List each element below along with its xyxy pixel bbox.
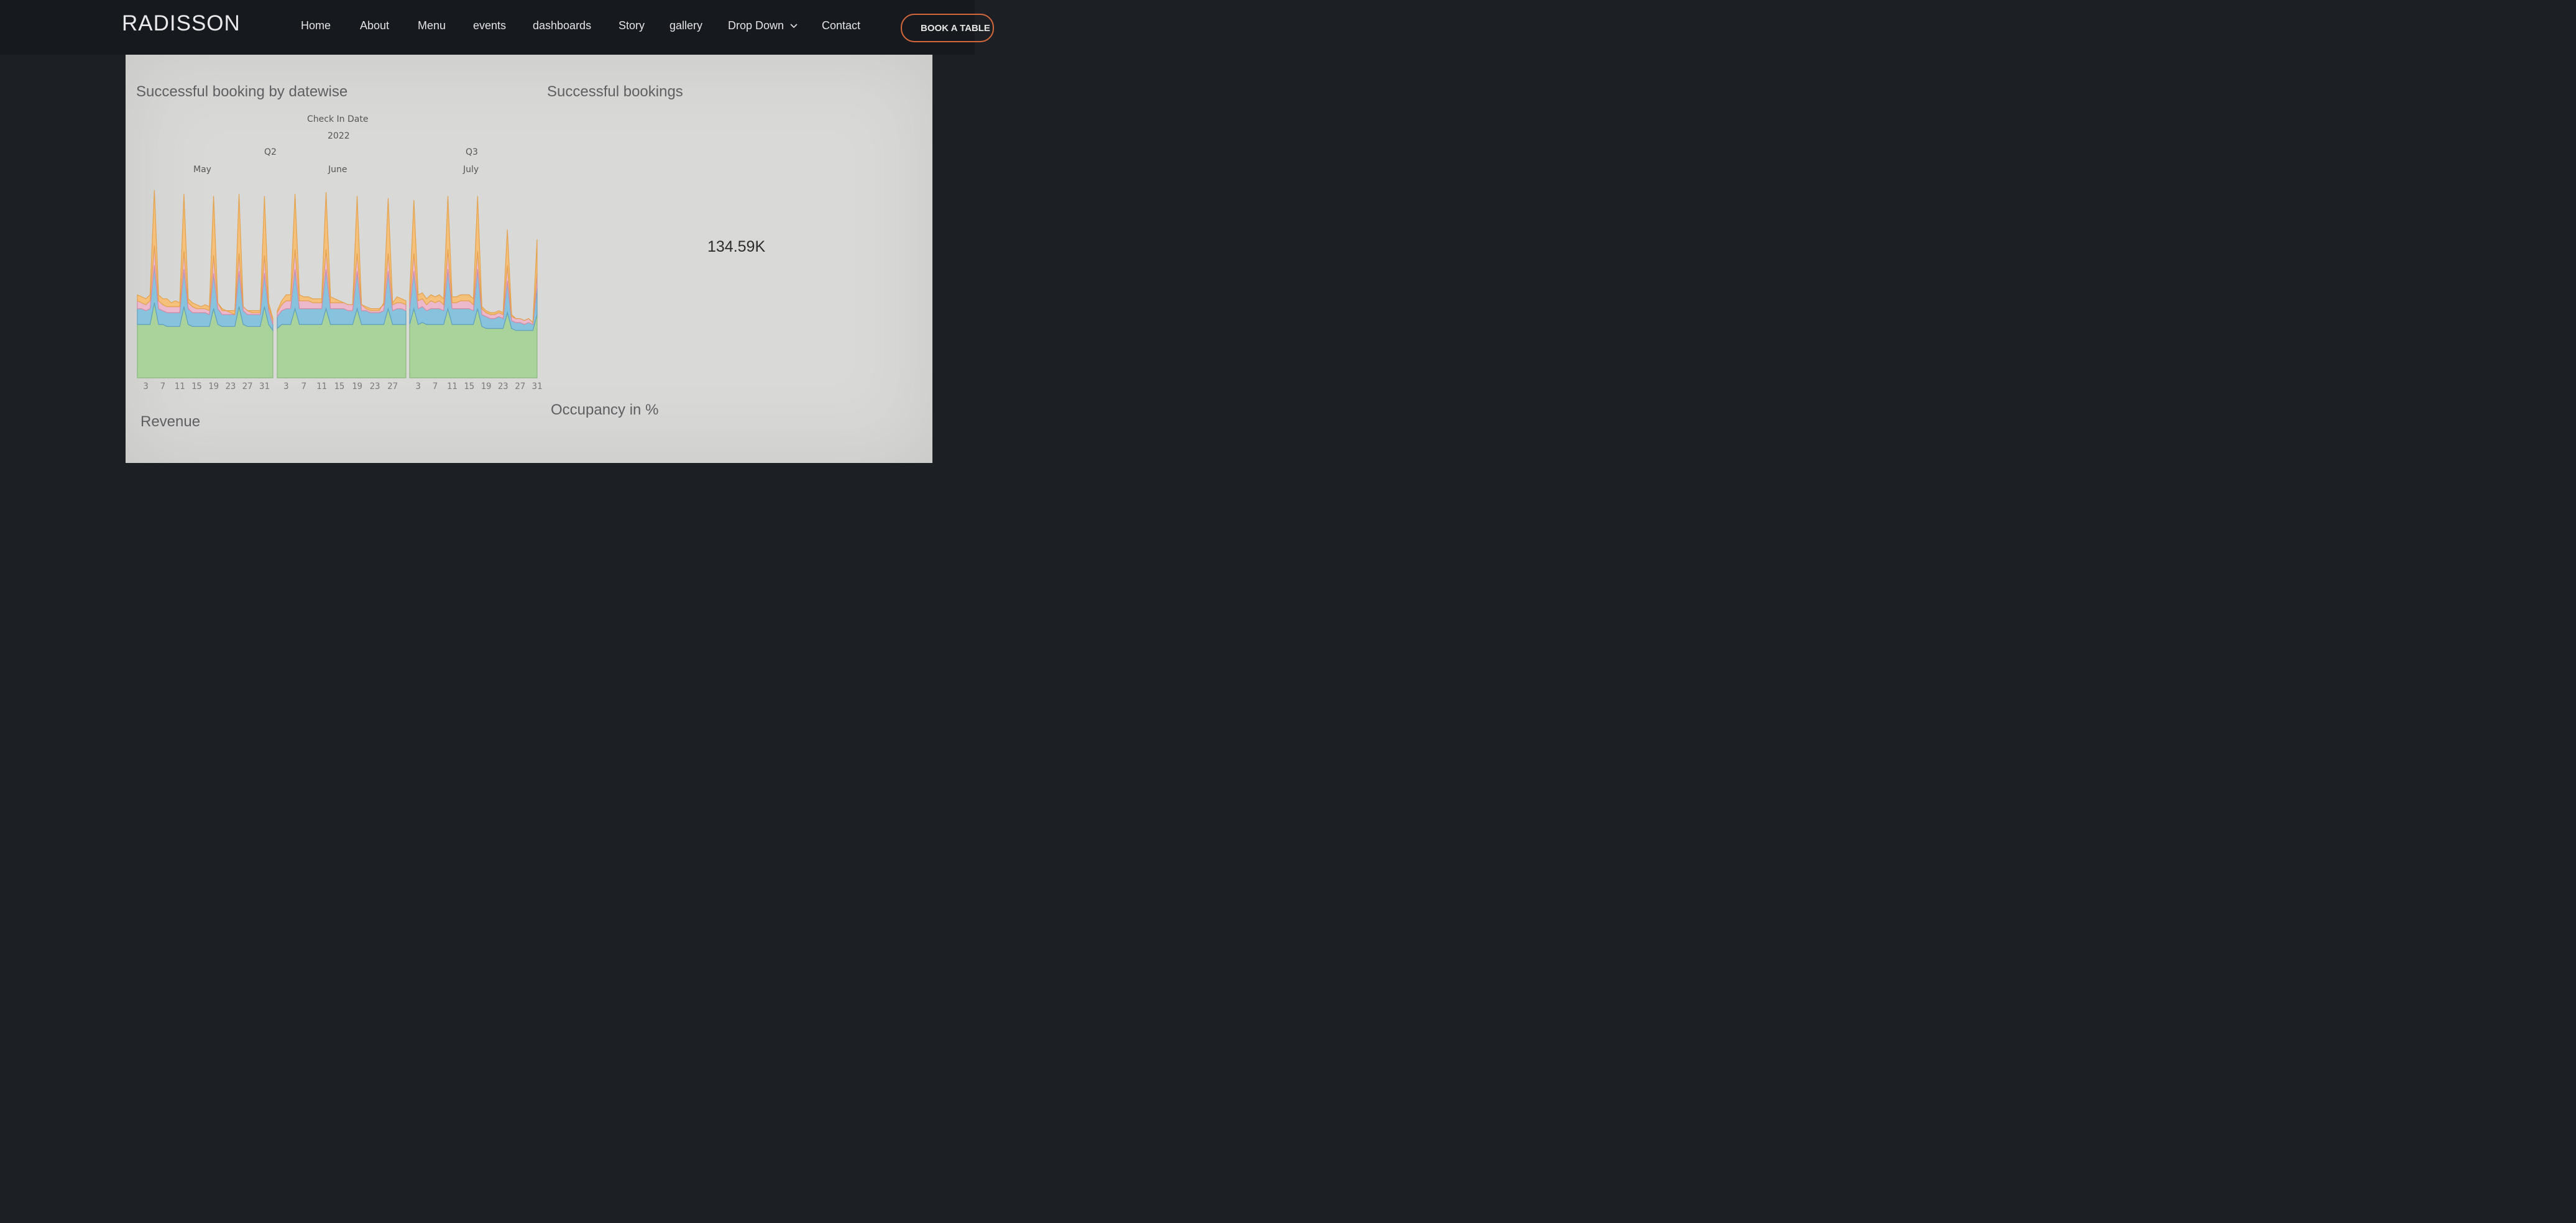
tick-may-3: 3 — [143, 382, 148, 392]
tick-july-11: 11 — [447, 382, 458, 392]
nav-gallery[interactable]: gallery — [669, 19, 703, 32]
orange-area-june[interactable] — [277, 192, 407, 314]
tick-june-3: 3 — [283, 382, 288, 392]
kpi-value: 134.59K — [707, 238, 766, 255]
orange-area-july[interactable] — [409, 196, 538, 324]
tick-may-31: 31 — [259, 382, 270, 392]
tick-may-11: 11 — [175, 382, 185, 392]
nav-about[interactable]: About — [360, 19, 390, 32]
dashboard-panel: Successful booking by datewise Successfu… — [126, 55, 932, 463]
tick-june-23: 23 — [370, 382, 380, 392]
tick-may-7: 7 — [160, 382, 165, 392]
tick-may-15: 15 — [191, 382, 202, 392]
nav-menu[interactable]: Menu — [418, 19, 446, 32]
tick-july-19: 19 — [481, 382, 492, 392]
tick-july-31: 31 — [532, 382, 543, 392]
occupancy-title: Occupancy in % — [551, 401, 659, 418]
nav-dashboards[interactable]: dashboards — [533, 19, 592, 32]
book-table-button[interactable]: BOOK A TABLE — [901, 14, 994, 42]
year-header: 2022 — [328, 131, 350, 141]
nav-dropdown[interactable]: Drop Down — [728, 19, 798, 32]
nav-dropdown-label: Drop Down — [728, 19, 784, 32]
tick-may-27: 27 — [242, 382, 253, 392]
revenue-title: Revenue — [140, 413, 201, 430]
tick-june-19: 19 — [352, 382, 362, 392]
booking-area-chart: 3 7 11 15 19 23 27 31 3 7 11 15 19 23 27 3 7 11 15 19 23 27 31 — [137, 190, 543, 392]
brand-logo[interactable]: RADISSON — [122, 11, 241, 35]
quarter-header-q3: Q3 — [466, 147, 478, 157]
tick-june-11: 11 — [316, 382, 327, 392]
tick-july-23: 23 — [498, 382, 508, 392]
nav-story[interactable]: Story — [619, 19, 645, 32]
kpi-title: Successful bookings — [547, 83, 683, 100]
tick-may-19: 19 — [208, 382, 219, 392]
tick-may-23: 23 — [225, 382, 236, 392]
tick-july-7: 7 — [433, 382, 438, 392]
booking-chart-title: Successful booking by datewise — [136, 83, 348, 100]
orange-area-may[interactable] — [137, 190, 274, 321]
top-navbar: RADISSON Home About Menu events dashboar… — [0, 0, 994, 55]
month-header-july: July — [463, 165, 479, 175]
nav-home[interactable]: Home — [301, 19, 331, 32]
nav-events[interactable]: events — [473, 19, 507, 32]
chevron-down-icon — [790, 24, 798, 29]
quarter-header-q2: Q2 — [264, 147, 277, 157]
tick-july-3: 3 — [415, 382, 420, 392]
tick-june-7: 7 — [301, 382, 306, 392]
tick-june-27: 27 — [387, 382, 398, 392]
axis-title: Check In Date — [307, 114, 369, 124]
tick-july-27: 27 — [515, 382, 525, 392]
tick-july-15: 15 — [464, 382, 474, 392]
tick-june-15: 15 — [334, 382, 344, 392]
nav-contact[interactable]: Contact — [822, 19, 861, 32]
month-header-may: May — [193, 165, 211, 175]
month-header-june: June — [328, 165, 347, 175]
